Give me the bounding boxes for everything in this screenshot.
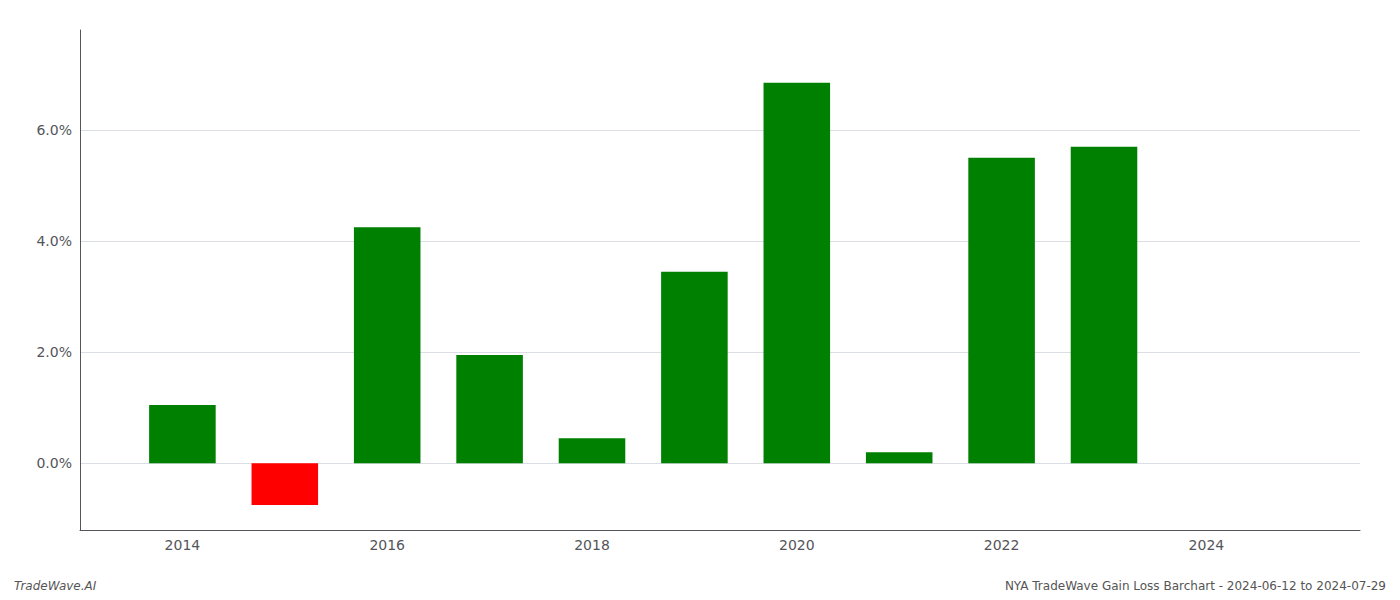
svg-text:2014: 2014	[165, 537, 201, 553]
svg-text:0.0%: 0.0%	[36, 455, 72, 471]
svg-text:2018: 2018	[574, 537, 610, 553]
svg-text:TradeWave.AI: TradeWave.AI	[14, 579, 97, 593]
svg-text:2020: 2020	[779, 537, 815, 553]
svg-text:2016: 2016	[369, 537, 405, 553]
svg-text:NYA TradeWave Gain Loss Barcha: NYA TradeWave Gain Loss Barchart - 2024-…	[1005, 579, 1386, 593]
svg-text:4.0%: 4.0%	[36, 233, 72, 249]
svg-text:2024: 2024	[1189, 537, 1225, 553]
svg-text:2.0%: 2.0%	[36, 344, 72, 360]
svg-text:6.0%: 6.0%	[36, 122, 72, 138]
svg-text:2022: 2022	[984, 537, 1020, 553]
